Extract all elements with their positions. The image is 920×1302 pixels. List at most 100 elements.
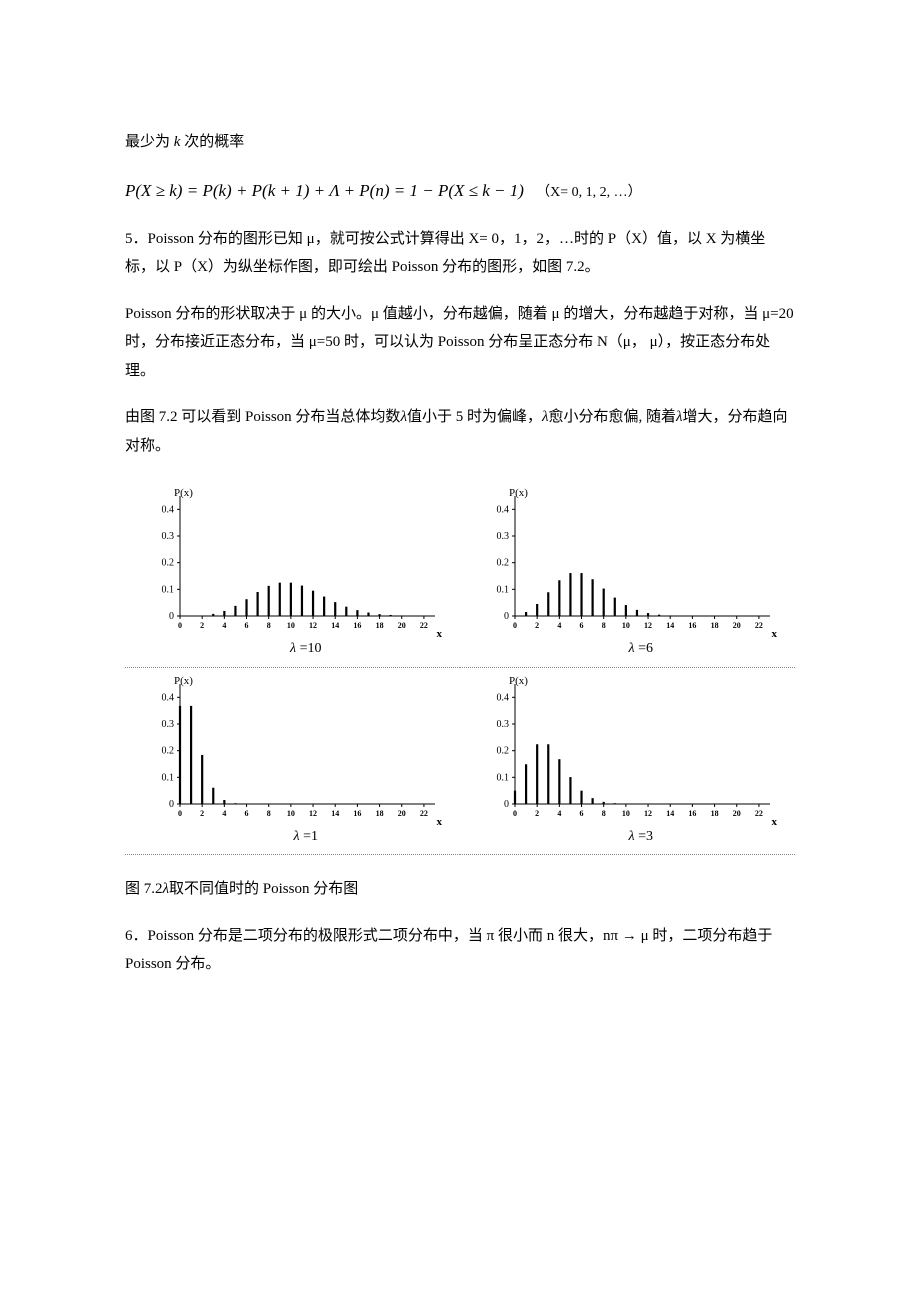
svg-text:4: 4 [557,809,561,818]
chart-cell-3: P(x)00.10.20.30.40246810121416182022xλ =… [460,668,795,856]
formula-body: P(X ≥ k) = P(k) + P(k + 1) + Λ + P(n) = … [125,181,524,200]
svg-text:0.2: 0.2 [162,558,175,569]
svg-text:12: 12 [644,621,652,630]
lambda-label: λ =1 [175,824,454,851]
svg-text:4: 4 [222,621,226,630]
svg-text:20: 20 [733,621,741,630]
formula-comment: （X= 0, 1, 2, …） [536,185,642,200]
svg-text:P(x): P(x) [509,488,528,499]
para-7a: 由图 7.2 可以看到 Poisson 分布当总体均数 [125,409,400,425]
svg-text:22: 22 [755,621,763,630]
chart-row-2: P(x)00.10.20.30.40246810121416182022xλ =… [125,668,795,856]
svg-text:2: 2 [200,809,204,818]
lambda-label: λ =6 [510,636,789,663]
svg-text:18: 18 [376,621,384,630]
svg-text:12: 12 [644,809,652,818]
x-axis-label: x [437,624,443,645]
svg-text:0.4: 0.4 [162,505,175,516]
svg-text:0: 0 [169,799,174,810]
svg-text:0.3: 0.3 [162,719,175,730]
intro-text-post: 次的概率 [180,134,244,150]
svg-text:22: 22 [420,621,428,630]
para-5: 5．Poisson 分布的图形已知 μ，就可按公式计算得出 X= 0，1，2，…… [125,225,795,282]
svg-text:0.2: 0.2 [497,558,510,569]
svg-text:0.4: 0.4 [497,692,510,703]
chart-cell-0: P(x)00.10.20.30.40246810121416182022xλ =… [125,480,460,668]
svg-text:18: 18 [376,809,384,818]
svg-text:0.1: 0.1 [162,585,175,596]
svg-text:0: 0 [513,621,517,630]
chart-row-1: P(x)00.10.20.30.40246810121416182022xλ =… [125,480,795,668]
svg-text:16: 16 [353,621,361,630]
caption-prefix: 图 7.2 [125,881,163,897]
svg-text:0.4: 0.4 [162,692,175,703]
figure-caption: 图 7.2λ取不同值时的 Poisson 分布图 [125,875,795,904]
svg-text:16: 16 [688,809,696,818]
svg-text:22: 22 [755,809,763,818]
svg-text:0.1: 0.1 [497,772,510,783]
svg-text:8: 8 [602,621,606,630]
svg-text:14: 14 [331,621,339,630]
svg-text:14: 14 [666,809,674,818]
para-7b: 值小于 5 时为偏峰， [407,409,542,425]
svg-text:0: 0 [169,611,174,622]
svg-text:10: 10 [287,621,295,630]
svg-text:0.1: 0.1 [497,585,510,596]
svg-text:P(x): P(x) [174,488,193,499]
svg-text:4: 4 [557,621,561,630]
svg-text:0: 0 [178,621,182,630]
svg-text:0: 0 [504,611,509,622]
svg-text:8: 8 [267,809,271,818]
poisson-chart: P(x)00.10.20.30.40246810121416182022 [470,676,780,826]
x-axis-label: x [772,812,778,833]
svg-text:20: 20 [398,621,406,630]
x-axis-label: x [437,812,443,833]
svg-text:20: 20 [733,809,741,818]
svg-text:P(x): P(x) [174,676,193,687]
svg-text:0.3: 0.3 [497,531,510,542]
svg-text:16: 16 [688,621,696,630]
svg-text:0.4: 0.4 [497,505,510,516]
svg-text:4: 4 [222,809,226,818]
poisson-chart: P(x)00.10.20.30.40246810121416182022 [135,488,445,638]
svg-text:2: 2 [535,621,539,630]
svg-text:10: 10 [622,621,630,630]
svg-text:8: 8 [602,809,606,818]
svg-text:12: 12 [309,621,317,630]
lambda-label: λ =3 [510,824,789,851]
x-axis-label: x [772,624,778,645]
svg-text:16: 16 [353,809,361,818]
para-6: 6．Poisson 分布是二项分布的极限形式二项分布中，当 π 很小而 n 很大… [125,922,795,979]
svg-text:0: 0 [504,799,509,810]
svg-text:0: 0 [178,809,182,818]
svg-text:0: 0 [513,809,517,818]
chart-cell-1: P(x) 0 0.1 0.2 0.3 0.4 0 2 4 6 8 10 12 14 16 18 20 22 xλ =… [460,480,795,668]
svg-text:14: 14 [666,621,674,630]
svg-text:18: 18 [711,809,719,818]
svg-text:0.2: 0.2 [162,746,175,757]
svg-text:0.2: 0.2 [497,746,510,757]
para-7: 由图 7.2 可以看到 Poisson 分布当总体均数λ值小于 5 时为偏峰，λ… [125,403,795,460]
svg-text:22: 22 [420,809,428,818]
para-5b: Poisson 分布的形状取决于 μ 的大小。μ 值越小，分布越偏，随着 μ 的… [125,300,795,386]
svg-text:6: 6 [580,621,584,630]
svg-text:12: 12 [309,809,317,818]
svg-text:20: 20 [398,809,406,818]
intro-line: 最少为 k 次的概率 [125,128,795,157]
svg-text:0.1: 0.1 [162,772,175,783]
svg-text:6: 6 [245,809,249,818]
formula: P(X ≥ k) = P(k) + P(k + 1) + Λ + P(n) = … [125,175,795,207]
svg-text:6: 6 [245,621,249,630]
charts-grid: P(x)00.10.20.30.40246810121416182022xλ =… [125,480,795,855]
lambda-label: λ =10 [175,636,454,663]
svg-text:P(x): P(x) [509,676,528,687]
svg-text:0.3: 0.3 [497,719,510,730]
page-content: 最少为 k 次的概率 P(X ≥ k) = P(k) + P(k + 1) + … [125,0,795,1057]
svg-text:10: 10 [622,809,630,818]
poisson-chart: P(x) 0 0.1 0.2 0.3 0.4 0 2 4 6 8 10 12 14 16 18 20 22 [470,488,780,638]
para-7c: 愈小分布愈偏, 随着 [548,409,676,425]
svg-text:0.3: 0.3 [162,531,175,542]
svg-text:10: 10 [287,809,295,818]
svg-text:14: 14 [331,809,339,818]
svg-text:18: 18 [711,621,719,630]
